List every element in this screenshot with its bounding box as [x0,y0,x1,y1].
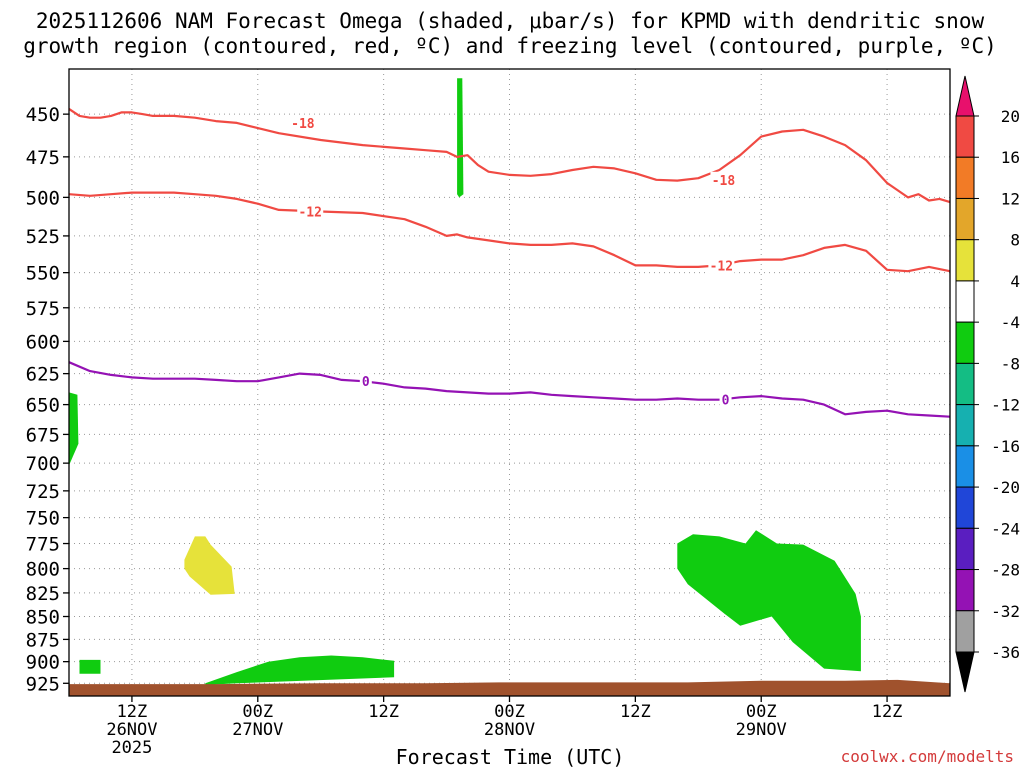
grid-lines [69,69,950,696]
omega-shaded-region [184,536,235,595]
x-tick-label: 12Z [117,702,148,722]
y-tick-label: 850 [26,607,60,629]
colorbar-segment [955,527,975,571]
colorbar-label: -16 [991,437,1020,456]
contour-label: -12 [298,205,321,220]
omega-shaded-region [205,655,395,685]
colorbar-label: -28 [991,561,1020,580]
y-tick-label: 825 [26,583,60,605]
colorbar-segment [955,197,975,241]
colorbar-segment [955,404,975,447]
x-tick-label: 27NOV [232,720,283,740]
colorbar-label: -24 [991,519,1020,538]
contour-labels: -18 -18 -12 -12 0 0 [289,114,737,409]
contour-label: -18 [712,174,736,189]
temperature-contour [68,107,951,204]
chart-title-line-2: growth region (contoured, red, ºC) and f… [23,34,997,58]
colorbar-segment [955,610,975,653]
chart-title-line-1: 2025112606 NAM Forecast Omega (shaded, μ… [36,9,985,33]
colorbar-label: 20 [1001,107,1020,126]
colorbar-label: 16 [1001,148,1020,167]
colorbar-segment [955,239,975,282]
y-tick-label: 575 [26,298,60,320]
contour-label-bg [710,171,737,188]
colorbar-label: -12 [991,396,1020,415]
x-tick-label: 00Z [746,702,777,722]
y-axis-ticks: 450 475 500 525 550 575 600 625 650 675 700 725 750 7… [26,104,69,695]
colorbar-bottom-triangle [955,651,975,693]
x-tick-label: 12Z [872,702,903,722]
contour-label-bg [297,203,324,220]
y-tick-label: 650 [26,395,60,417]
freezing-level-contour [68,361,951,418]
x-tick-label: 26NOV [106,720,157,740]
y-tick-label: 475 [26,147,60,169]
x-tick-label: 29NOV [736,720,787,740]
colorbar-label: -36 [991,643,1020,662]
contour-lines [68,107,951,418]
contour-label: -18 [291,117,315,132]
contour-label-bg [719,391,732,408]
y-tick-label: 500 [26,187,60,209]
terrain-band [69,679,950,696]
y-tick-label: 700 [26,453,60,475]
colorbar-label: -20 [991,478,1020,497]
y-tick-label: 600 [26,331,60,353]
y-tick-label: 775 [26,534,60,556]
y-tick-label: 725 [26,481,60,503]
y-tick-label: 625 [26,364,60,386]
y-tick-label: 800 [26,559,60,581]
terrain-fill [69,679,950,696]
colorbar-label: -32 [991,602,1020,621]
colorbar-segment [955,445,975,488]
contour-label-bg [708,257,735,274]
y-tick-label: 875 [26,629,60,651]
colorbar-label: 8 [1010,231,1020,250]
y-tick-label: 900 [26,652,60,674]
y-tick-label: 550 [26,263,60,285]
x-tick-label: 28NOV [484,720,535,740]
y-tick-label: 675 [26,424,60,446]
x-tick-label: 12Z [620,702,651,722]
contour-label-bg [289,114,316,131]
colorbar-segment [955,569,975,612]
watermark: coolwx.com/modelts [841,747,1014,766]
contour-label-bg [359,373,372,390]
colorbar-segment [955,362,975,406]
x-tick-label: 00Z [242,702,273,722]
x-axis-title: Forecast Time (UTC) [396,745,625,768]
plot-area: -18 -18 -12 -12 0 0 [68,68,951,697]
colorbar-segment [955,321,975,364]
x-tick-label: 12Z [368,702,399,722]
omega-shaded-region [677,530,861,672]
omega-shaded-region [79,659,101,674]
contour-label: 0 [722,394,730,409]
temperature-contour [68,191,951,273]
contour-label: 0 [362,375,370,390]
colorbar-label: -8 [1001,354,1020,373]
omega-shaded-region [69,392,79,466]
colorbar-label: 4 [1010,272,1020,291]
omega-shaded-region [457,78,464,198]
x-tick-label: 00Z [494,702,525,722]
colorbar-label: -4 [1001,313,1020,332]
colorbar-top-triangle [955,75,975,117]
colorbar-segment [955,486,975,529]
y-tick-label: 450 [26,104,60,126]
colorbar-segment [955,115,975,158]
colorbar-segment [955,280,975,323]
omega-colorbar: 20 16 12 8 4 -4 -8 -12 -16 -20 -24 -28 -32 -36 [955,75,1020,693]
y-tick-label: 525 [26,226,60,248]
y-tick-label: 925 [26,673,60,695]
colorbar-label: 12 [1001,189,1020,208]
x-tick-label: 2025 [111,738,152,758]
contour-label: -12 [710,259,733,274]
colorbar-segment [955,156,975,199]
y-tick-label: 750 [26,508,60,530]
omega-shading [69,78,861,685]
